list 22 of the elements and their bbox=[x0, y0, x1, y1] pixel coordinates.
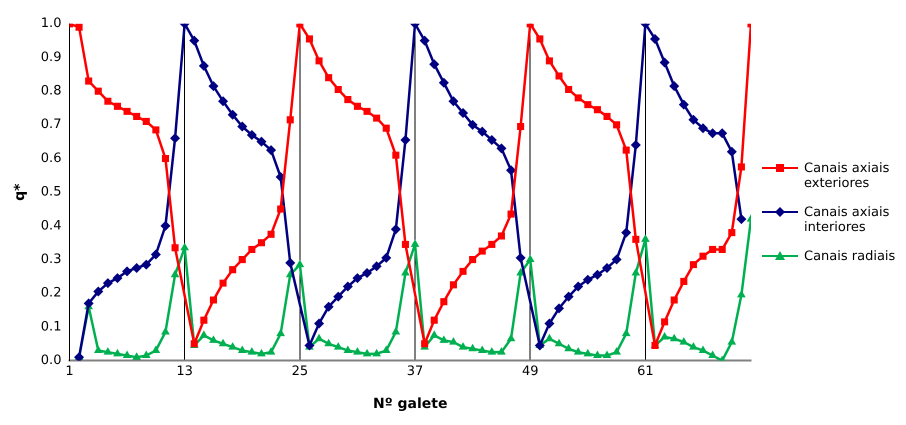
y-tick-label: 0.1 bbox=[40, 319, 62, 334]
x-axis-title: Nº galete bbox=[373, 396, 448, 412]
x-tick-label: 1 bbox=[65, 364, 74, 379]
y-axis-title: q* bbox=[12, 182, 28, 201]
y-tick-label: 1.0 bbox=[40, 16, 62, 32]
y-tick-label: 0.0 bbox=[40, 352, 62, 368]
x-tick-label: 13 bbox=[176, 364, 193, 379]
legend-label: Canais axiais interiores bbox=[804, 205, 890, 235]
y-tick-label: 0.8 bbox=[40, 84, 62, 99]
x-tick-label: 61 bbox=[637, 364, 654, 379]
y-tick-label: 0.2 bbox=[40, 286, 62, 301]
x-tick-label: 49 bbox=[522, 364, 538, 379]
legend-label: Canais radiais bbox=[804, 249, 896, 264]
x-tick-label: 37 bbox=[406, 364, 424, 379]
y-tick-label: 0.5 bbox=[40, 184, 62, 200]
y-tick-label: 0.7 bbox=[40, 117, 62, 132]
y-tick-label: 0.3 bbox=[40, 252, 62, 267]
y-tick-label: 0.4 bbox=[40, 218, 62, 234]
y-tick-label: 0.6 bbox=[40, 150, 62, 166]
legend-label: Canais axiais exteriores bbox=[804, 161, 890, 191]
x-tick-label: 25 bbox=[292, 364, 308, 379]
y-tick-label: 0.9 bbox=[40, 50, 62, 65]
